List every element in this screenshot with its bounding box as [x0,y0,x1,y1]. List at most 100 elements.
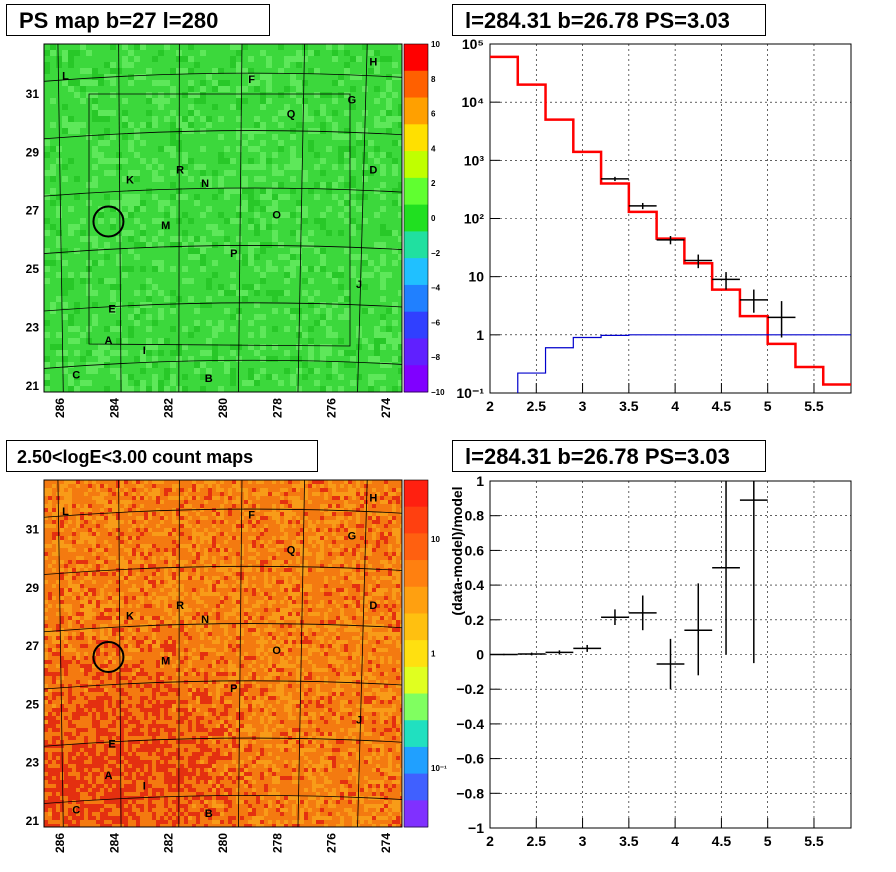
source-label-r: R [176,164,184,176]
colorbar-tick-label: 8 [431,75,436,84]
source-label-c: C [72,370,80,382]
latitude-line [44,130,402,140]
source-circle-marker [92,640,125,673]
colorbar-tick-label: 1 [431,650,436,659]
colorbar-segment [404,560,428,588]
source-label-b: B [205,373,213,385]
colorbar-segment [404,177,428,206]
colorbar-tick-label: 2 [431,179,436,188]
y-tick-label: −0.6 [456,751,484,767]
y-tick-label: 10³ [464,152,485,168]
source-label-d: D [369,164,377,176]
roi-boundary [88,93,351,347]
source-label-i: I [143,345,146,357]
colorbar-tick-label: 10 [431,535,440,544]
colorbar-segment [404,151,428,179]
x-tick-label: 2 [486,833,494,849]
lat-tick-label: 31 [26,523,40,537]
lon-tick-label: 286 [53,398,67,418]
source-label-f: F [248,74,255,86]
colorbar-segment [404,258,428,286]
y-tick-label: 0.4 [465,577,485,593]
x-tick-label: 2.5 [527,833,547,849]
coordinate-grid [44,44,402,392]
colorbar-segment [404,586,428,614]
y-tick-label: 0 [476,647,484,663]
colorbar-segment [404,70,428,99]
source-label-e: E [108,303,115,315]
source-label-f: F [248,510,255,522]
y-tick-label: 0.2 [465,612,485,628]
step-series [517,334,851,393]
lon-tick-label: 284 [107,833,121,853]
longitude-line [297,480,305,827]
latitude-line [44,187,402,197]
colorbar-tick-label: 10 [431,40,440,49]
lon-tick-label: 280 [216,398,230,418]
lon-tick-label: 286 [53,833,67,853]
x-tick-label: 2 [486,398,494,414]
latitude-line [44,302,402,312]
source-label-p: P [230,683,237,695]
source-label-n: N [201,614,209,626]
colorbar-segment [404,204,428,232]
colorbar-frame [403,479,429,828]
y-tick-label: 10 [468,269,484,285]
source-circle-marker [92,205,125,238]
source-label-l: L [62,506,69,518]
longitude-line [57,480,64,827]
source-label-b: B [205,808,213,820]
source-label-e: E [108,739,115,751]
latitude-line [44,623,402,633]
y-tick-label: 1 [476,473,484,489]
colorbar-segment [404,284,428,313]
lon-tick-label: 276 [325,833,339,853]
colorbar-segment [404,124,428,152]
colorbar-segment [404,666,428,695]
colorbar-segment [404,746,428,775]
lon-tick-label: 274 [379,398,393,418]
map-frame [43,43,403,393]
colorbar-segment [404,97,428,125]
x-tick-label: 3.5 [619,833,639,849]
longitude-line [118,44,122,392]
map-pixels [44,480,402,827]
colorbar-segment [404,365,428,393]
latitude-line [44,72,402,82]
y-tick-label: 0.8 [465,508,485,524]
colorbar-segment [404,693,428,721]
lat-tick-label: 29 [26,145,40,159]
coordinate-grid [44,480,402,827]
y-tick-label: 10⁻¹ [456,385,484,401]
longitude-line [57,44,64,392]
y-tick-label: 1 [476,327,484,343]
colorbar-tick-label: 10⁻¹ [431,764,447,773]
colorbar-tick-label: 6 [431,110,436,119]
lat-tick-label: 21 [26,379,40,393]
longitude-line [357,44,368,392]
longitude-line [238,44,243,392]
lat-tick-label: 25 [26,697,40,711]
x-tick-label: 5.5 [804,398,824,414]
lon-tick-label: 278 [270,398,284,418]
x-tick-label: 4 [671,833,679,849]
lon-tick-label: 278 [270,833,284,853]
lat-tick-label: 29 [26,581,40,595]
lat-tick-label: 27 [26,639,40,653]
colorbar-frame [403,43,429,393]
source-label-p: P [230,248,237,260]
longitude-line [297,44,305,392]
latitude-line [44,794,402,804]
latitude-line [44,565,402,575]
source-label-o: O [272,210,281,222]
source-label-h: H [369,56,377,68]
longitude-line [238,480,243,827]
source-label-h: H [369,492,377,504]
lat-tick-label: 23 [26,321,40,335]
colorbar-segment [404,640,428,668]
source-label-a: A [104,770,112,782]
lon-tick-label: 282 [162,833,176,853]
spectrum-title: l=284.31 b=26.78 PS=3.03 [452,4,766,36]
source-label-r: R [176,600,184,612]
